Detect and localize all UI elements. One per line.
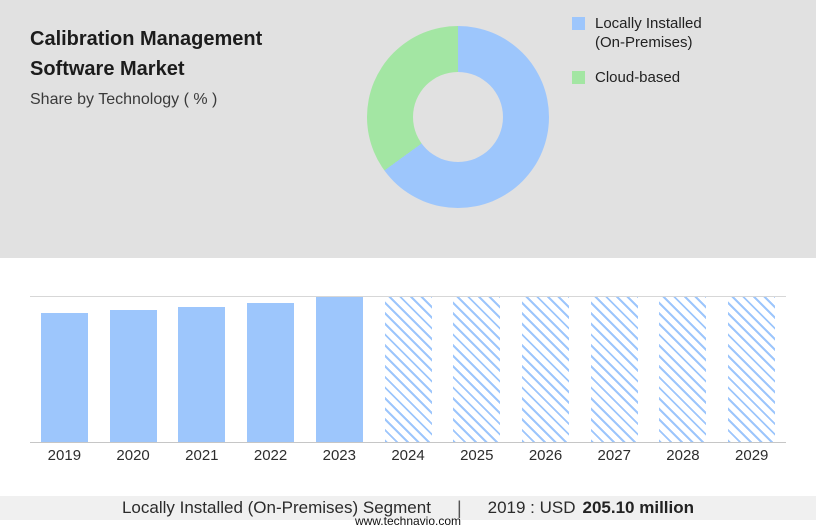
bar-slot xyxy=(511,297,580,442)
x-tick-2023: 2023 xyxy=(322,447,356,464)
x-tick-2022: 2022 xyxy=(253,447,288,464)
bar-2020 xyxy=(109,310,157,442)
footer-caption: Locally Installed (On-Premises) Segment … xyxy=(0,496,816,520)
x-tick-2029: 2029 xyxy=(735,447,769,464)
value-prefix: 2019 : USD xyxy=(487,498,576,517)
donut-hole xyxy=(413,72,503,162)
forecast-bar-2027 xyxy=(590,297,638,442)
header-panel: Calibration Management Software Market S… xyxy=(0,0,816,258)
page-subtitle: Share by Technology ( % ) xyxy=(30,91,218,108)
value-bold: 205.10 million xyxy=(582,498,695,517)
legend-swatch-blue-icon xyxy=(572,17,585,30)
bar-slot xyxy=(580,297,649,442)
page-title-line1: Calibration Management xyxy=(30,28,263,50)
legend-swatch-green-icon xyxy=(572,71,585,84)
donut-chart xyxy=(367,26,549,208)
bar-slot xyxy=(374,297,443,442)
x-axis-labels: 2019 2020 2021 2022 2023 2024 2025 2026 2027 2028… xyxy=(30,447,786,464)
bar-slot xyxy=(717,297,786,442)
bar-2019 xyxy=(40,312,88,442)
x-tick-2024: 2024 xyxy=(391,447,425,464)
segment-label: Locally Installed (On-Premises) Segment xyxy=(121,498,431,517)
x-tick-2028: 2028 xyxy=(666,447,700,464)
legend-label-line1: Cloud-based xyxy=(595,69,681,86)
legend-label-line2: (On-Premises) xyxy=(595,34,693,51)
x-tick-2027: 2027 xyxy=(597,447,631,464)
x-tick-2020: 2020 xyxy=(116,447,150,464)
segment-value: 2019 : USD 205.10 million xyxy=(488,498,694,518)
legend-label: Locally Installed (On-Premises) xyxy=(595,14,702,52)
bar-slot xyxy=(442,297,511,442)
bar-slot xyxy=(305,297,374,442)
x-tick-2021: 2021 xyxy=(185,447,219,464)
bar-slot xyxy=(30,297,99,442)
bar-2021 xyxy=(178,307,226,442)
bar-slot xyxy=(236,297,305,442)
bar-2023 xyxy=(315,297,363,442)
legend: Locally Installed (On-Premises) Cloud-ba… xyxy=(572,14,702,103)
legend-item-cloud-based: Cloud-based xyxy=(572,68,702,87)
website-url: www.technavio.com xyxy=(354,514,462,528)
forecast-bar-2028 xyxy=(659,297,707,442)
bar-slot xyxy=(649,297,718,442)
legend-label-line1: Locally Installed xyxy=(595,15,702,32)
page-title-line2: Software Market xyxy=(30,58,185,80)
bar-slot xyxy=(167,297,236,442)
forecast-bar-2025 xyxy=(453,297,501,442)
title-block: Calibration Management Software Market S… xyxy=(30,24,262,114)
bar-slot xyxy=(99,297,168,442)
x-tick-2019: 2019 xyxy=(47,447,82,464)
forecast-bar-2026 xyxy=(522,297,569,442)
forecast-bar-2029 xyxy=(728,297,776,442)
legend-label: Cloud-based xyxy=(595,68,680,87)
x-tick-2025: 2025 xyxy=(460,447,494,464)
x-tick-2026: 2026 xyxy=(528,447,563,464)
forecast-bar-2024 xyxy=(384,297,432,442)
legend-item-locally-installed: Locally Installed (On-Premises) xyxy=(572,14,702,52)
bar-plot xyxy=(30,296,786,443)
bar-2022 xyxy=(247,302,295,442)
separator: | xyxy=(456,497,462,518)
